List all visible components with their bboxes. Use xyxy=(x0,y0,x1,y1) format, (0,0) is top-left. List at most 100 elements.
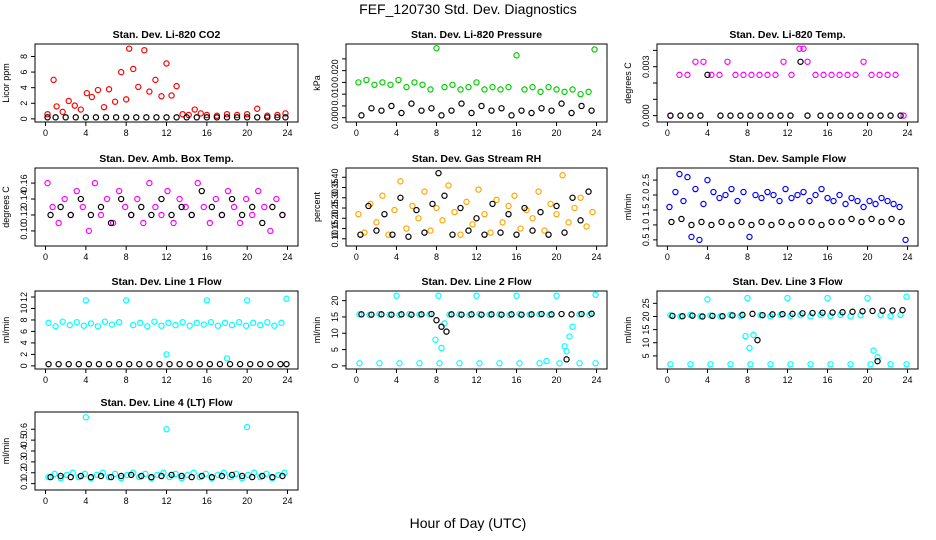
data-point xyxy=(900,112,907,119)
y-tick-label: 0.000 xyxy=(641,104,651,127)
data-point xyxy=(283,295,290,302)
data-point xyxy=(243,110,251,118)
data-point xyxy=(397,178,404,185)
data-point xyxy=(860,58,867,65)
data-point xyxy=(136,360,143,368)
y-tick-label: 6 xyxy=(19,329,29,334)
data-point xyxy=(867,112,874,119)
data-point xyxy=(144,323,151,330)
data-point xyxy=(105,360,113,368)
data-point xyxy=(261,203,268,211)
data-point xyxy=(852,71,859,79)
plot-frame xyxy=(656,167,919,247)
data-point xyxy=(71,102,78,109)
x-tick-label: 20 xyxy=(863,128,873,138)
data-point xyxy=(59,318,66,325)
data-point xyxy=(57,474,64,482)
data-point xyxy=(718,218,725,226)
data-point xyxy=(163,60,170,67)
x-tick-label: 20 xyxy=(242,128,252,138)
data-point xyxy=(746,233,753,241)
y-axis-label: kPa xyxy=(312,75,322,91)
x-tick-label: 24 xyxy=(282,375,292,385)
y-axis-label: Licor ppm xyxy=(1,63,11,103)
data-point xyxy=(135,83,142,91)
data-point xyxy=(879,307,886,314)
data-point xyxy=(536,360,543,367)
x-tick-label: 0 xyxy=(665,375,670,385)
data-point xyxy=(558,100,565,107)
data-point xyxy=(884,197,891,205)
data-point xyxy=(839,309,846,316)
y-tick-label: 0.6 xyxy=(19,423,29,436)
data-point xyxy=(101,318,109,325)
y-tick-label: 10 xyxy=(641,338,651,348)
data-point xyxy=(548,107,555,114)
data-point xyxy=(887,313,894,320)
x-tick-label: 4 xyxy=(705,252,710,262)
data-point xyxy=(111,98,119,105)
data-point xyxy=(449,81,456,88)
data-point xyxy=(738,218,745,226)
data-point xyxy=(528,109,535,117)
data-point xyxy=(668,218,675,226)
data-point xyxy=(250,319,257,327)
data-point xyxy=(259,472,266,480)
data-point xyxy=(152,203,159,211)
data-point xyxy=(282,114,289,121)
data-point xyxy=(226,360,234,368)
data-point xyxy=(448,107,455,114)
y-axis-label: degrees C xyxy=(623,62,633,104)
data-point xyxy=(151,318,158,325)
data-point xyxy=(365,202,372,210)
data-point xyxy=(489,200,496,208)
data-point xyxy=(73,319,80,326)
data-point xyxy=(734,197,741,205)
data-point xyxy=(764,188,771,196)
data-point xyxy=(794,191,801,199)
data-point xyxy=(163,114,170,121)
y-axis-label: ml/min xyxy=(312,317,322,344)
data-point xyxy=(158,211,165,219)
y-tick-label: 2 xyxy=(19,352,29,357)
data-point xyxy=(203,297,211,304)
x-tick-label: 20 xyxy=(242,375,252,385)
data-point xyxy=(146,360,153,368)
y-tick-label: 2 xyxy=(19,101,29,106)
data-point xyxy=(666,203,673,211)
data-point xyxy=(884,71,891,79)
x-tick-label: 8 xyxy=(745,375,750,385)
data-point xyxy=(214,322,222,329)
data-point xyxy=(148,473,155,481)
data-point xyxy=(770,191,777,199)
data-point xyxy=(117,474,125,482)
data-point xyxy=(95,360,103,368)
data-point xyxy=(228,321,236,329)
x-tick-label: 24 xyxy=(592,375,602,385)
x-tick-label: 0 xyxy=(354,128,359,138)
y-tick-label: 0.25 xyxy=(330,199,340,217)
data-point xyxy=(728,185,735,193)
data-point xyxy=(545,83,552,91)
y-tick-label: 1.0 xyxy=(641,219,651,232)
y-tick-label: 0.14 xyxy=(19,190,29,208)
data-point xyxy=(62,114,69,121)
data-point xyxy=(45,473,52,481)
data-point xyxy=(77,472,85,480)
data-point xyxy=(428,310,435,318)
data-point xyxy=(585,188,592,195)
data-point xyxy=(800,188,807,196)
data-point xyxy=(473,292,480,299)
data-point xyxy=(592,291,599,298)
data-point xyxy=(858,218,865,226)
data-point xyxy=(498,311,505,318)
data-point xyxy=(248,473,256,481)
data-point xyxy=(696,236,703,244)
data-point xyxy=(746,344,753,352)
data-point xyxy=(419,81,426,88)
data-point xyxy=(213,114,221,121)
data-point xyxy=(867,361,874,368)
data-point xyxy=(591,46,598,53)
